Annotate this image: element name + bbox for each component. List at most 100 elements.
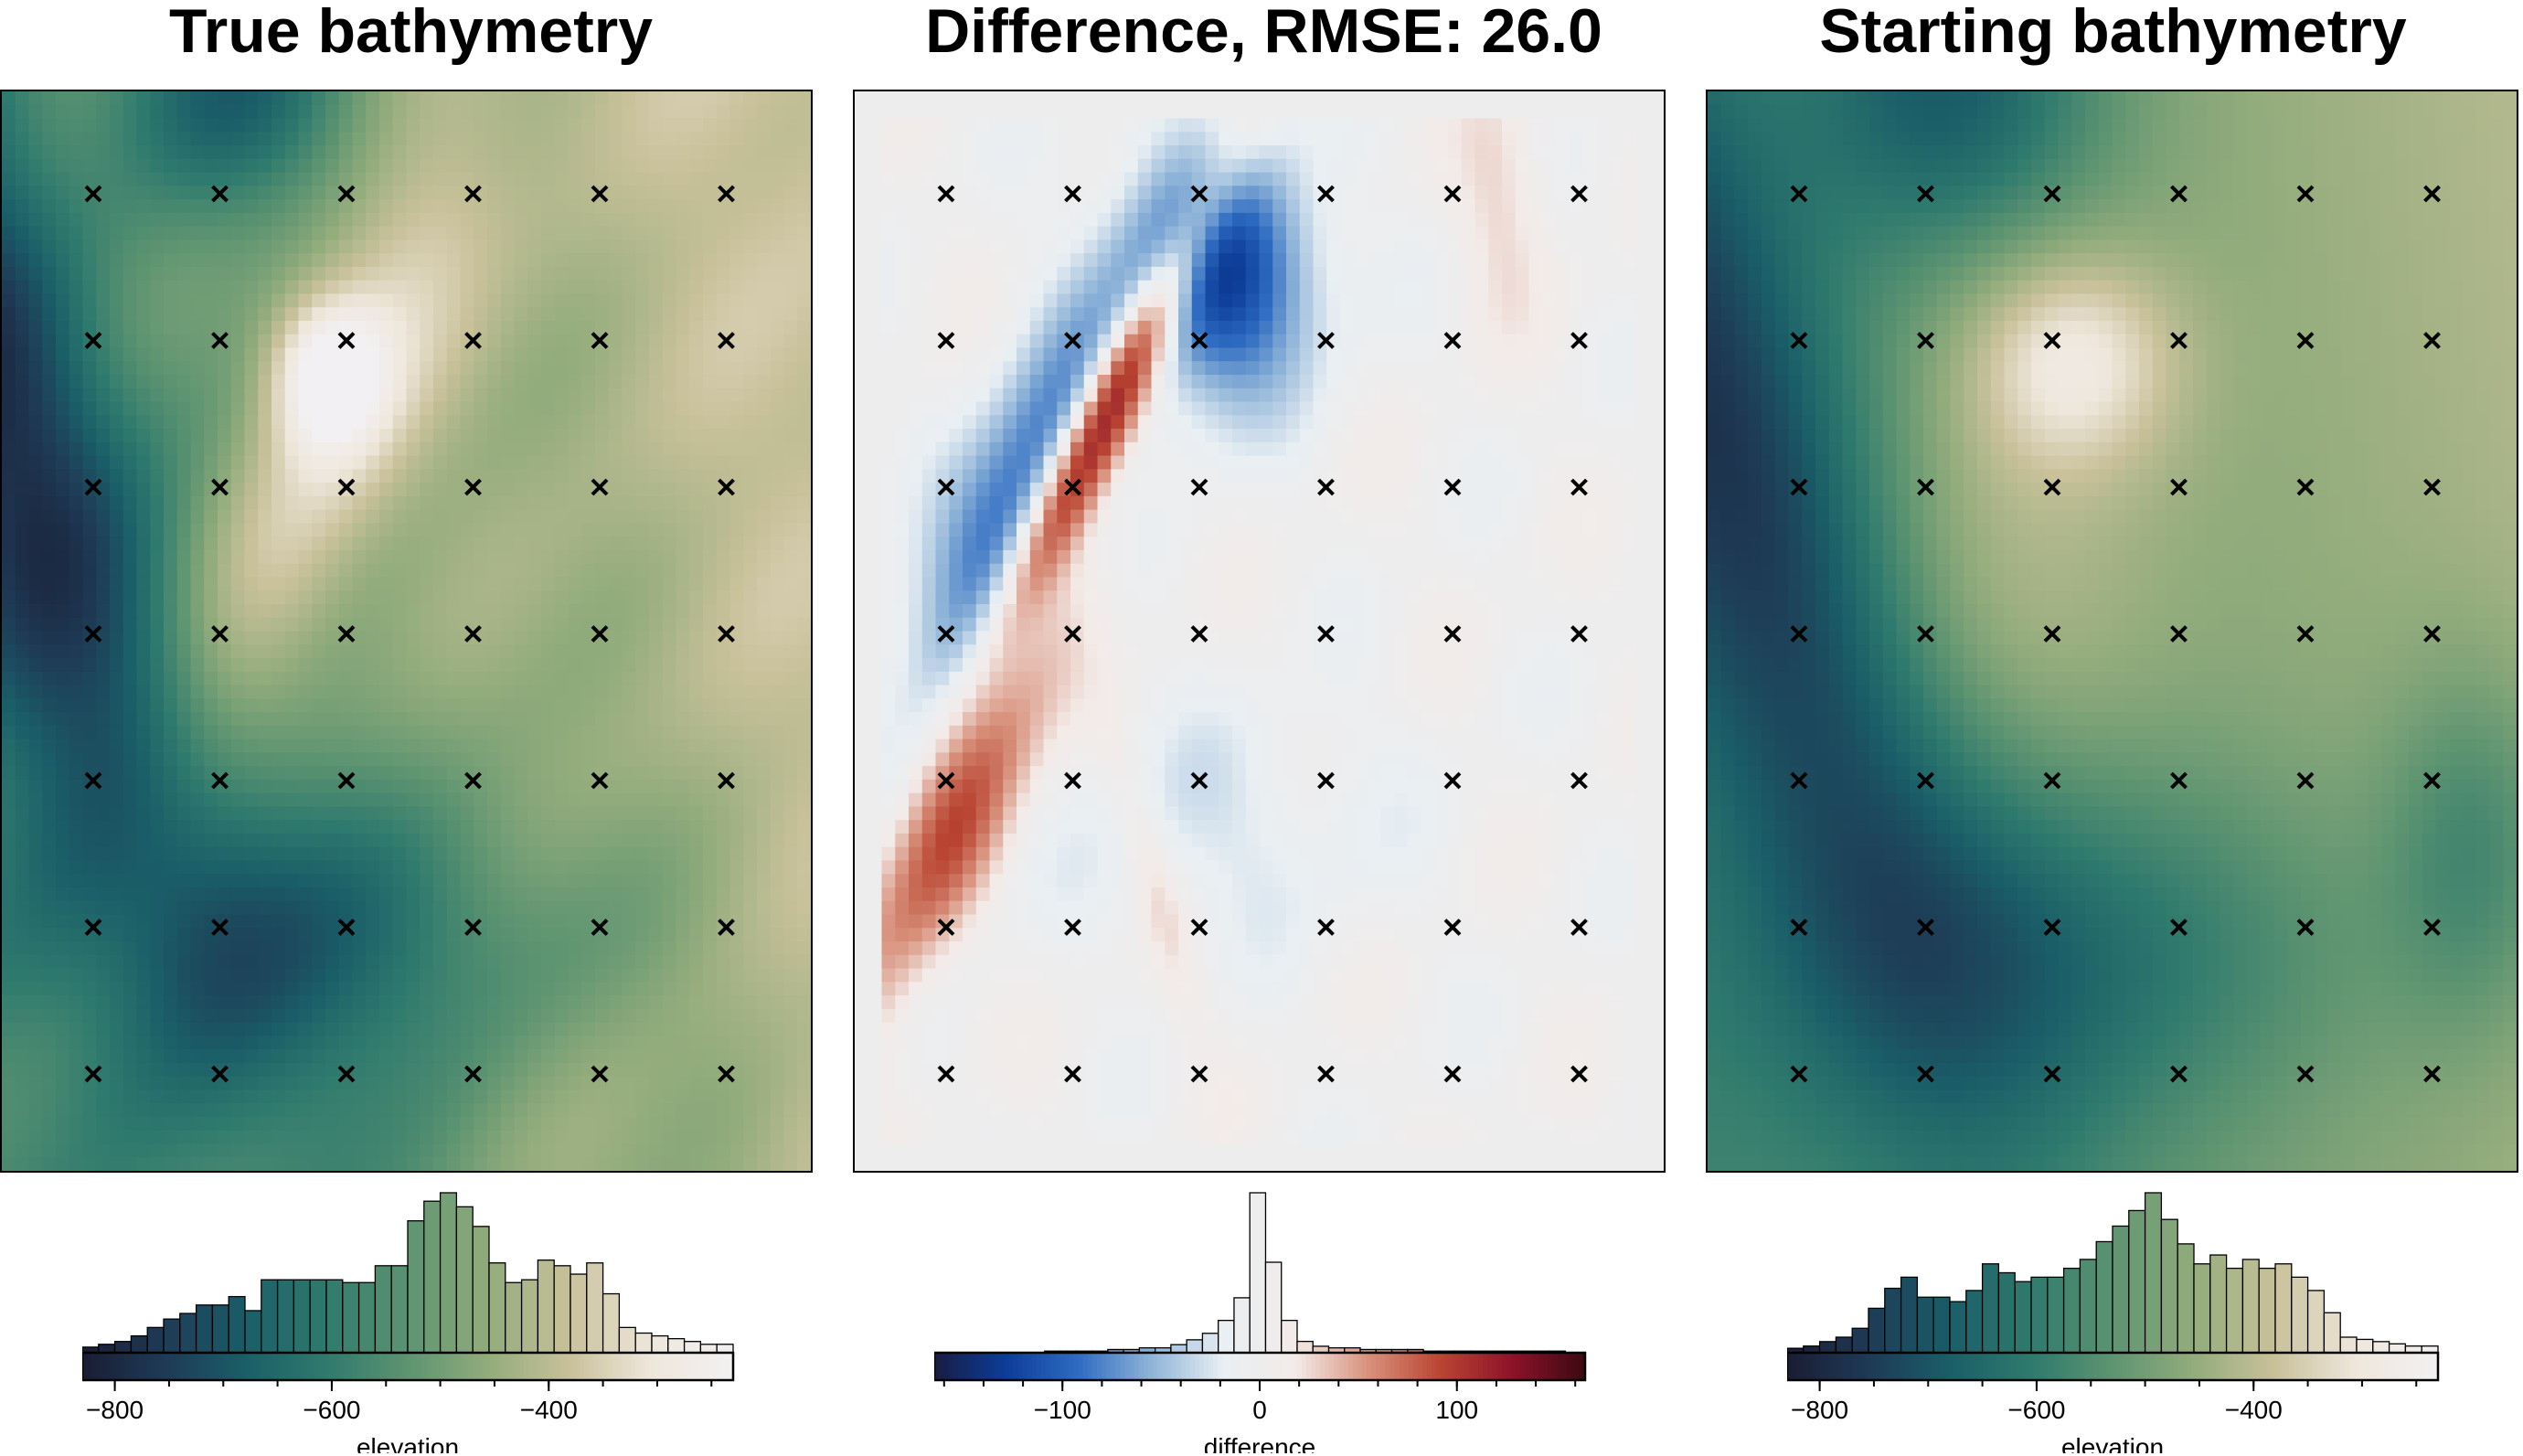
histogram-bar	[309, 1279, 327, 1354]
histogram-bar	[1835, 1336, 1853, 1354]
colorbar-tick-label: −800	[86, 1396, 144, 1424]
constraint-point-marker	[2296, 919, 2315, 936]
colorbar-tick-label: −100	[1034, 1396, 1091, 1424]
heatmap-cells	[855, 91, 1664, 1171]
histogram-bar	[1900, 1276, 1919, 1354]
constraint-point-marker	[2170, 185, 2188, 203]
constraint-point-marker	[1790, 185, 1808, 203]
histogram-bar	[505, 1281, 523, 1354]
true-bathymetry-map	[0, 90, 813, 1173]
histogram-bars	[1044, 1192, 1567, 1354]
histogram-bar	[570, 1273, 588, 1354]
histogram-bar	[2128, 1209, 2146, 1354]
colorbar: −800 −600 −400	[82, 1351, 735, 1424]
histogram-bar	[1997, 1271, 2016, 1354]
constraint-point-marker	[1064, 771, 1081, 790]
constraint-point-marker	[1917, 919, 1934, 936]
constraint-point-marker	[1917, 771, 1934, 790]
constraint-point-marker	[464, 185, 482, 203]
histogram-bar	[2095, 1240, 2113, 1354]
histogram-bar	[390, 1265, 409, 1354]
heatmap-cells	[2, 91, 811, 1171]
colorbar-tick-label: −400	[2225, 1396, 2283, 1424]
constraint-point-marker	[1790, 771, 1808, 790]
constraint-point-marker	[1570, 625, 1588, 643]
colorbar-frame	[1787, 1351, 2440, 1382]
constraint-point-marker	[464, 332, 482, 349]
histogram-bar	[553, 1265, 571, 1354]
histogram-bar	[261, 1279, 279, 1354]
constraint-point-marker	[1190, 332, 1208, 349]
colorbar-tick-label: −800	[1791, 1396, 1848, 1424]
colorbar-axis-label: elevation	[2061, 1433, 2164, 1453]
constraint-point-marker	[1443, 185, 1462, 203]
histogram-bar	[651, 1334, 669, 1354]
constraint-points	[1790, 185, 2441, 1083]
constraint-point-marker	[718, 771, 735, 790]
histogram-bar	[1949, 1301, 1967, 1354]
histogram-bar	[293, 1279, 311, 1354]
colorbar-axis-label: elevation	[357, 1433, 459, 1453]
constraint-point-marker	[1570, 771, 1588, 790]
constraint-point-marker	[211, 771, 229, 790]
constraint-point-marker	[1317, 919, 1335, 936]
constraint-point-marker	[937, 185, 955, 203]
histogram-bar	[439, 1192, 458, 1354]
constraint-point-marker	[1317, 771, 1335, 790]
histogram-bar	[2274, 1263, 2293, 1354]
colorbar-tick-label: −400	[520, 1396, 578, 1424]
constraint-point-marker	[1443, 919, 1462, 936]
histogram-bar	[244, 1310, 262, 1354]
constraint-point-marker	[464, 625, 482, 643]
constraint-point-marker	[718, 625, 735, 643]
constraint-point-marker	[1190, 185, 1208, 203]
histogram-bar	[537, 1259, 555, 1354]
constraint-point-marker	[937, 771, 955, 790]
constraint-point-marker	[2170, 478, 2188, 496]
histogram-bar	[195, 1304, 214, 1354]
histogram-bar	[163, 1318, 181, 1354]
colorbar-axis-label: difference	[1204, 1433, 1315, 1453]
histogram-bar	[2356, 1338, 2374, 1354]
constraint-point-marker	[464, 771, 482, 790]
histogram-bar	[374, 1265, 392, 1354]
histogram-bar	[1965, 1290, 1984, 1354]
histogram-bar	[2372, 1341, 2390, 1354]
constraint-point-marker	[211, 1065, 229, 1083]
constraint-point-marker	[1570, 1065, 1588, 1083]
histogram-bar	[1233, 1297, 1251, 1354]
constraint-point-marker	[2170, 332, 2188, 349]
constraint-point-marker	[937, 332, 955, 349]
constraint-point-marker	[1443, 1065, 1462, 1083]
constraint-point-marker	[2423, 771, 2441, 790]
constraint-point-marker	[718, 185, 735, 203]
true-bathymetry-histogram-colorbar: −800−600−400melevation	[82, 1192, 735, 1453]
constraint-point-marker	[591, 919, 609, 936]
histogram-bar	[1818, 1341, 1837, 1354]
histogram-bar	[2177, 1243, 2195, 1354]
histogram-bar	[2112, 1225, 2130, 1354]
histogram-bar	[146, 1326, 165, 1354]
histogram-bar	[455, 1206, 474, 1354]
constraint-point-marker	[2043, 478, 2061, 496]
histogram-bar	[228, 1295, 246, 1354]
constraint-point-marker	[2423, 185, 2441, 203]
constraint-point-marker	[2043, 1065, 2061, 1083]
histogram-bar	[1264, 1261, 1283, 1354]
constraint-point-marker	[211, 625, 229, 643]
constraint-point-marker	[84, 332, 102, 349]
histogram-bar	[357, 1281, 377, 1354]
constraint-point-marker	[2043, 919, 2061, 936]
histogram-bar	[2323, 1312, 2341, 1354]
colorbar: −100 0 100	[934, 1351, 1587, 1424]
histogram-bar	[520, 1279, 539, 1354]
histogram-bar	[699, 1344, 718, 1354]
constraint-point-marker	[2296, 771, 2315, 790]
constraint-point-marker	[2043, 185, 2061, 203]
constraint-point-marker	[337, 185, 356, 203]
constraint-point-marker	[1790, 1065, 1808, 1083]
difference-histogram-colorbar: −1000100mdifference	[934, 1192, 1587, 1453]
constraint-point-marker	[1190, 478, 1208, 496]
constraint-point-marker	[2296, 478, 2315, 496]
constraint-point-marker	[2296, 625, 2315, 643]
